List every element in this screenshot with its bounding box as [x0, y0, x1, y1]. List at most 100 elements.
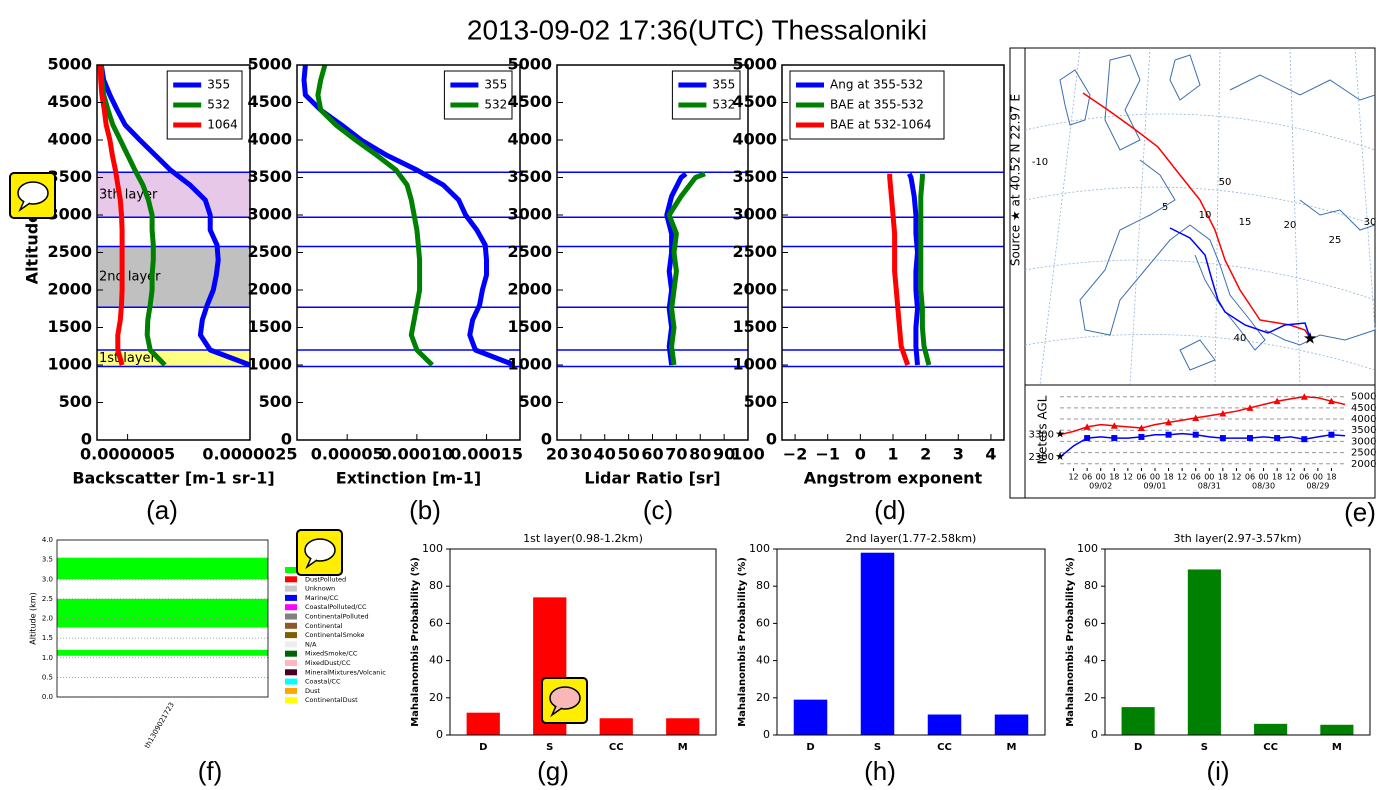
y-tick-label: 60 [429, 616, 443, 629]
x-axis-label: Lidar Ratio [sr] [584, 469, 720, 488]
trajectory-marker [1192, 414, 1200, 421]
legend-swatch [285, 594, 297, 601]
x-tick-label: 06 [1191, 473, 1201, 482]
legend-label: 1064 [207, 118, 238, 132]
bar [599, 718, 633, 735]
x-tick-label: 06 [1082, 473, 1092, 482]
legend-label: 532 [484, 98, 507, 112]
y-tick-label: 4500 [732, 92, 777, 111]
legend-label: MixedSmoke/CC [305, 650, 358, 658]
y-tick-label: 1.0 [42, 654, 53, 662]
x-tick-label: M [1007, 742, 1017, 753]
x-tick-label: 00 [1313, 473, 1323, 482]
y-tick-label: 1500 [247, 317, 292, 336]
y-tick-label: 3000 [1351, 436, 1376, 447]
map-grid-label: 5 [1162, 202, 1168, 213]
start-label: 2300 [1029, 452, 1054, 463]
x-tick-label: 18 [1109, 473, 1119, 482]
bubble-icon [541, 677, 588, 724]
chart-title: 1st layer(0.98-1.2km) [523, 532, 643, 545]
y-tick-label: 1000 [247, 355, 292, 374]
legend-swatch [285, 585, 297, 592]
y-tick-label: 3.5 [42, 556, 53, 564]
bubble-icon [9, 172, 56, 219]
x-tick-label: M [678, 742, 688, 753]
panel-label: (d) [874, 495, 906, 525]
trajectory-marker [1327, 397, 1335, 405]
trajectory-marker [1084, 435, 1091, 442]
start-label: 3300 [1029, 430, 1054, 441]
y-tick-label: 2500 [247, 242, 292, 261]
y-axis-label: Mahalanombis Probability (%) [410, 557, 421, 727]
trajectory-marker [1246, 404, 1254, 411]
x-tick-label: S [546, 742, 553, 753]
y-tick-label: 20 [1084, 691, 1098, 704]
trajectory-marker [1300, 393, 1308, 400]
graticule [1024, 47, 1376, 386]
y-tick-label: 80 [429, 579, 443, 592]
x-tick-label: 40 [594, 445, 616, 464]
y-tick-label: 4500 [47, 92, 92, 111]
y-tick-label: 2000 [247, 280, 292, 299]
date-label: 09/02 [1089, 482, 1112, 491]
legend-swatch [285, 687, 297, 694]
y-tick-label: 3500 [507, 167, 552, 186]
trajectory-marker [1219, 409, 1227, 417]
chart-title: 2nd layer(1.77-2.58km) [846, 532, 977, 545]
height-frame [1024, 384, 1376, 499]
legend-swatch [285, 669, 297, 676]
x-tick-label: D [479, 742, 487, 753]
y-tick-label: 4500 [1351, 403, 1376, 414]
y-tick-label: 2500 [1351, 448, 1376, 459]
y-tick-label: 2.5 [42, 595, 53, 603]
y-tick-label: 0 [1091, 728, 1098, 741]
y-tick-label: 1000 [507, 355, 552, 374]
legend-swatch [285, 567, 297, 573]
legend-label: N/A [305, 640, 317, 648]
x-tick-label: 80 [689, 445, 711, 464]
axes-frame [1104, 548, 1371, 736]
legend-label: 355 [484, 78, 507, 92]
x-tick-label: CC [609, 742, 624, 753]
x-tick-label: 90 [713, 445, 735, 464]
y-tick-label: 100 [422, 542, 443, 555]
trajectory-marker [1083, 423, 1091, 430]
profile-line [98, 64, 251, 368]
map-grid-label: 30 [1364, 217, 1377, 228]
x-tick-label: 18 [1163, 473, 1173, 482]
x-tick-label: CC [1263, 742, 1278, 753]
axes-frame [56, 539, 269, 698]
trajectory-marker [1137, 424, 1145, 431]
map-grid-label: 25 [1329, 235, 1342, 246]
x-tick-label: 12 [1068, 473, 1078, 482]
x-tick-label: −1 [815, 445, 840, 464]
y-tick-label: 3000 [732, 205, 777, 224]
y-tick-label: 2000 [507, 280, 552, 299]
bar [1320, 724, 1354, 735]
x-tick-label: CC [937, 742, 952, 753]
y-tick-label: 1.5 [42, 634, 53, 642]
panel-label: (c) [643, 495, 673, 525]
y-tick-label: 3000 [47, 205, 92, 224]
start-star: ★ [1055, 428, 1065, 441]
x-tick-label: D [806, 742, 814, 753]
x-tick-label: 20 [546, 445, 568, 464]
y-tick-label: 3500 [47, 167, 92, 186]
bar [1187, 569, 1221, 735]
map-grid-label: 50 [1219, 177, 1232, 188]
bar [927, 714, 962, 735]
bar [1121, 707, 1155, 735]
x-tick-label: D [1134, 742, 1142, 753]
y-tick-label: 0 [763, 728, 770, 741]
legend-frame [671, 70, 741, 120]
x-tick-label: 1 [887, 445, 898, 464]
trajectory-marker [1219, 435, 1226, 442]
y-tick-label: 4500 [507, 92, 552, 111]
legend-label: Marine/CC [305, 594, 339, 602]
x-tick-label: 50 [617, 445, 639, 464]
y-tick-label: 100 [1077, 542, 1098, 555]
bar [793, 699, 828, 735]
panel-label: (g) [537, 756, 569, 786]
profile-line [98, 64, 167, 367]
